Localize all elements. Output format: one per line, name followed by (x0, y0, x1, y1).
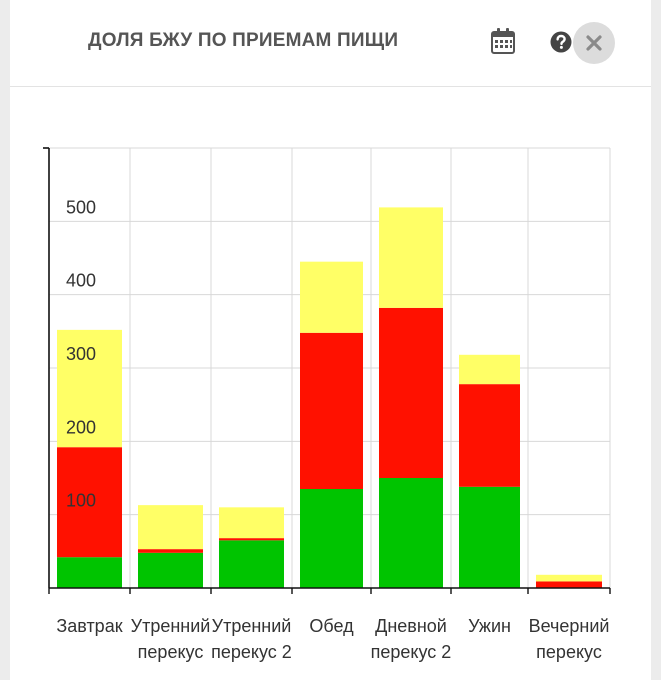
category-label: Вечерний (529, 616, 610, 636)
category-label: перекус (536, 642, 602, 662)
bar-segment (536, 574, 602, 582)
stacked-bar-chart: 100 200 300 400 500 Завтрак Утренний перекус Утр… (43, 147, 611, 662)
bar-segment (379, 478, 443, 588)
category-label: Ужин (468, 616, 511, 636)
bar-segment (536, 581, 602, 588)
close-button[interactable] (573, 22, 615, 64)
bar-segment (138, 552, 203, 588)
help-icon[interactable] (550, 31, 572, 53)
bar-segment (300, 489, 363, 588)
bar-segment (57, 447, 122, 558)
chart-card: ДОЛЯ БЖУ ПО ПРИЕМАМ ПИЩИ (10, 0, 651, 680)
bar-segment (138, 505, 203, 550)
bar-segment (219, 538, 284, 541)
category-label: перекус 2 (211, 642, 292, 662)
card-title: ДОЛЯ БЖУ ПО ПРИЕМАМ ПИЩИ (88, 30, 399, 51)
card-header: ДОЛЯ БЖУ ПО ПРИЕМАМ ПИЩИ (10, 0, 651, 87)
bar-segment (459, 354, 520, 385)
y-tick-label: 200 (66, 417, 96, 437)
category-label: Дневной (375, 616, 447, 636)
bar-segment (459, 486, 520, 588)
bar-segment (57, 329, 122, 448)
y-tick-label: 300 (66, 344, 96, 364)
category-label: Утренний (212, 616, 292, 636)
y-tick-label: 500 (66, 197, 96, 217)
calendar-icon[interactable] (490, 27, 516, 55)
bar-segment (300, 332, 363, 489)
category-label: перекус (138, 642, 204, 662)
close-icon (586, 35, 602, 51)
bar-segment (379, 307, 443, 478)
category-label: перекус 2 (371, 642, 452, 662)
bar-segment (300, 261, 363, 333)
bar-segment (219, 540, 284, 588)
bar-segment (459, 384, 520, 487)
y-tick-label: 100 (66, 491, 96, 511)
bar-segment (138, 549, 203, 553)
category-label: Завтрак (56, 616, 122, 636)
bar-segment (379, 207, 443, 308)
bar-segment (57, 557, 122, 588)
category-label: Утренний (131, 616, 211, 636)
category-label: Обед (309, 616, 354, 636)
bar-segment (219, 507, 284, 539)
y-tick-label: 400 (66, 271, 96, 291)
